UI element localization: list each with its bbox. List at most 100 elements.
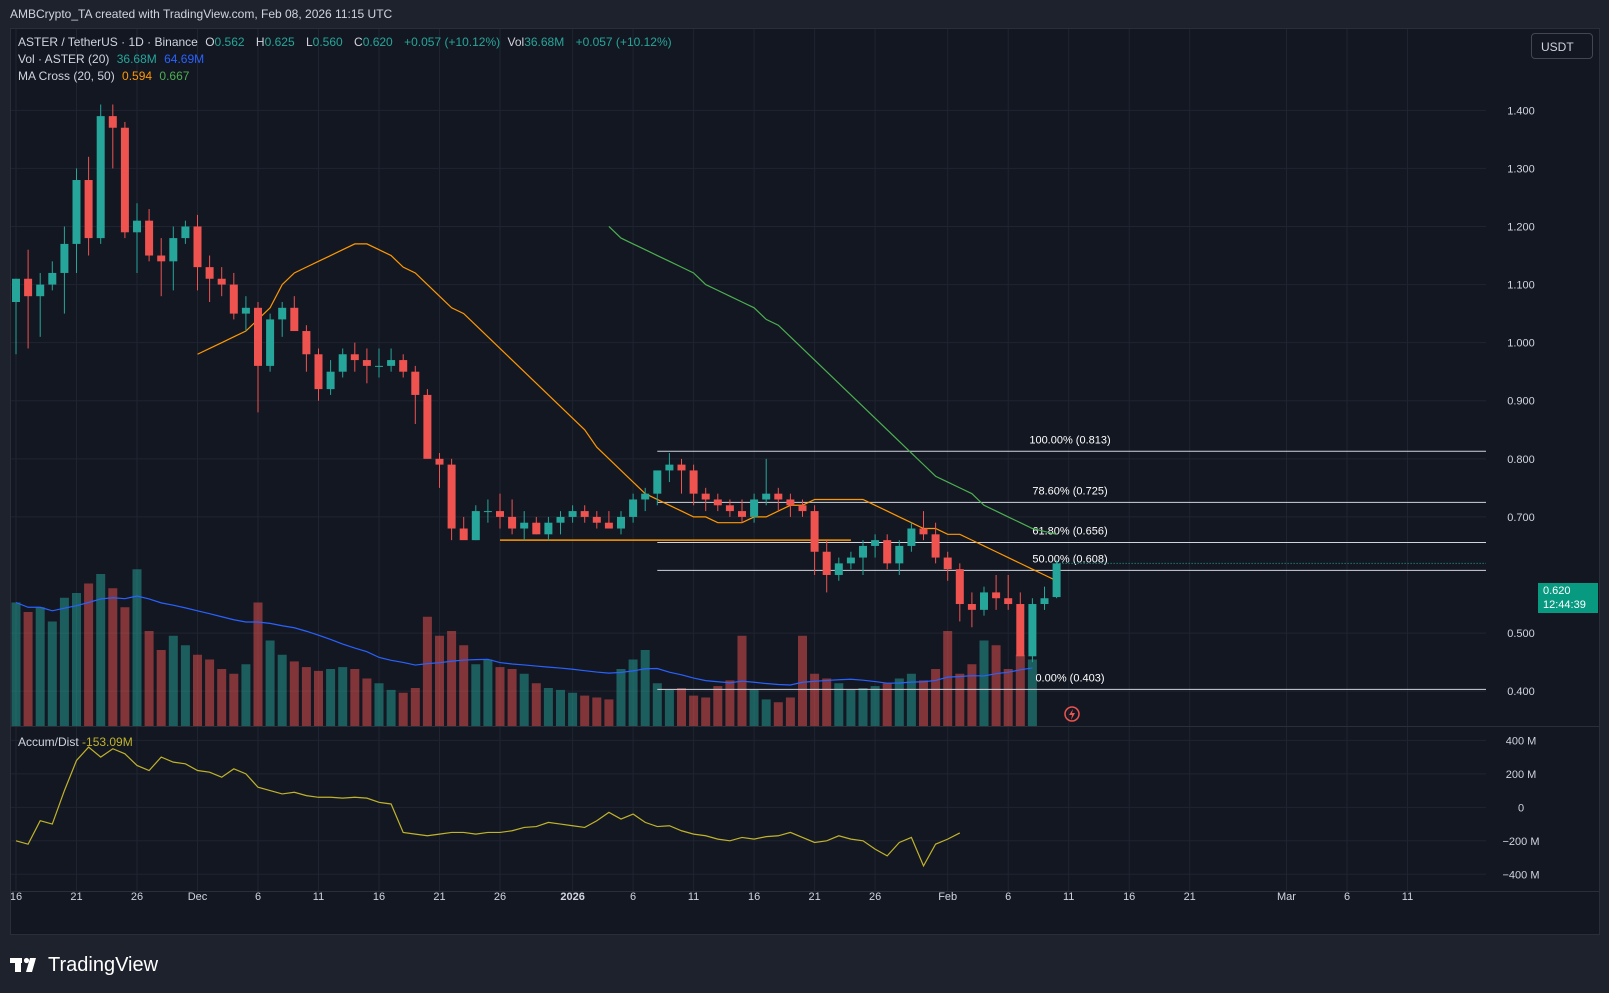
volume-bar	[435, 635, 444, 726]
footer: TradingView	[10, 950, 158, 980]
candle-body	[314, 354, 323, 390]
symbol-legend: ASTER / TetherUS · 1D · Binance O0.562 H…	[18, 35, 676, 49]
candle-body	[36, 284, 45, 297]
candle-body	[302, 331, 311, 355]
candle	[859, 540, 867, 575]
candle-body	[701, 493, 710, 500]
candle	[653, 470, 662, 506]
candle-body	[133, 220, 141, 233]
chart-frame[interactable]: 100.00% (0.813) 78.60% (0.725) 61.80% (0.6…	[10, 28, 1600, 935]
candle	[750, 493, 759, 523]
volume-bar	[314, 670, 323, 726]
candle	[350, 342, 359, 372]
candle-body	[1016, 604, 1025, 657]
volume-bar	[362, 678, 372, 726]
candle	[96, 104, 105, 244]
candle-body	[375, 365, 383, 367]
candle-body	[822, 551, 831, 575]
time-tick-label: 11	[688, 891, 699, 903]
volume-bar	[241, 664, 251, 726]
volume-bar	[471, 664, 481, 726]
candle	[362, 348, 371, 384]
candle	[1028, 598, 1037, 663]
candle-body	[871, 540, 880, 546]
tradingview-logo-icon	[10, 957, 36, 972]
candle	[241, 296, 250, 332]
candle-body	[254, 307, 262, 366]
volume-bar	[979, 640, 989, 726]
ma-cross-legend[interactable]: MA Cross (20, 50) 0.594 0.667	[18, 69, 193, 83]
candle-body	[326, 371, 335, 390]
candle-body	[96, 116, 105, 239]
close-value: 0.620	[362, 35, 393, 49]
volume-bar	[543, 688, 553, 726]
volume-bar	[410, 688, 420, 726]
candle	[483, 499, 492, 523]
price-tick-label: 0.700	[1507, 512, 1535, 524]
candle	[229, 272, 238, 320]
time-tick-label: 6	[1005, 891, 1011, 903]
volume-bar	[640, 650, 650, 726]
candle-body	[120, 127, 129, 233]
time-tick-label: 6	[1344, 891, 1350, 903]
candle	[1004, 574, 1013, 610]
candle	[447, 458, 456, 541]
volume-indicator-label: Vol · ASTER (20)	[18, 52, 110, 66]
volume-bar	[906, 673, 916, 726]
price-tick-label: 0.900	[1507, 396, 1535, 408]
candle	[48, 261, 57, 291]
volume-bar	[217, 669, 227, 726]
candle-body	[447, 464, 456, 529]
currency-button[interactable]: USDT	[1531, 33, 1593, 59]
price-chart[interactable]: 100.00% (0.813) 78.60% (0.725) 61.80% (0.6…	[11, 29, 1600, 935]
volume-bar	[616, 669, 626, 726]
candle-body	[943, 557, 952, 570]
time-tick-label: 26	[131, 891, 143, 903]
fib-level-label: 78.60% (0.725)	[1032, 485, 1107, 497]
volume-bar	[386, 689, 396, 726]
fib-level-label: 61.80% (0.656)	[1032, 525, 1107, 537]
candle	[955, 563, 964, 622]
ad-tick-label: 0	[1518, 802, 1524, 814]
candle	[338, 348, 347, 378]
candle-body	[762, 493, 771, 500]
candle-body	[750, 499, 759, 517]
accum-dist-value: -153.09M	[82, 735, 133, 749]
volume-bar	[180, 645, 190, 726]
volume-bar	[120, 607, 130, 726]
candle	[193, 214, 202, 291]
time-tick-label: Dec	[188, 891, 208, 903]
candle	[907, 522, 916, 552]
candle-body	[846, 557, 855, 564]
candle-body	[713, 499, 722, 506]
candle	[399, 354, 408, 378]
candle-body	[919, 528, 928, 535]
volume-bar	[568, 692, 578, 726]
time-tick-label: 16	[11, 891, 22, 903]
candle	[846, 551, 855, 570]
volume-bar	[483, 659, 493, 726]
volume-bar	[725, 680, 735, 726]
volume-bar	[495, 667, 505, 726]
vol-value: 36.68M	[524, 35, 565, 49]
accum-dist-legend[interactable]: Accum/Dist -153.09M	[18, 735, 133, 749]
candle	[544, 516, 553, 541]
symbol-title[interactable]: ASTER / TetherUS · 1D · Binance	[18, 35, 198, 49]
fib-level-label: 50.00% (0.608)	[1032, 553, 1107, 565]
ma50-value: 0.667	[159, 69, 190, 83]
high-value: 0.625	[264, 35, 295, 49]
candle-body	[568, 511, 577, 517]
volume-bar	[422, 616, 432, 726]
candle	[980, 586, 988, 616]
candle-body	[229, 284, 238, 314]
candle	[943, 551, 952, 581]
volume-legend[interactable]: Vol · ASTER (20) 36.68M 64.69M	[18, 52, 208, 66]
ad-tick-label: 400 M	[1506, 735, 1537, 747]
volume-bar	[301, 667, 311, 726]
volume-bar	[398, 692, 408, 726]
candle-body	[241, 307, 250, 314]
lightning-icon-bolt	[1069, 709, 1075, 720]
time-tick-label: Feb	[938, 891, 957, 903]
candle-body	[181, 226, 190, 239]
candle-body	[108, 116, 117, 128]
